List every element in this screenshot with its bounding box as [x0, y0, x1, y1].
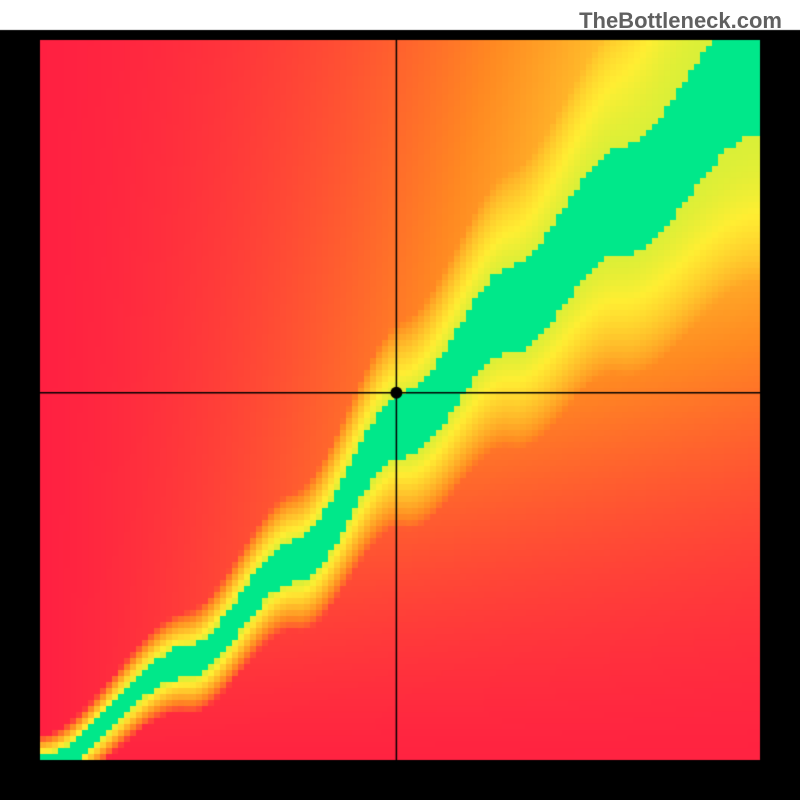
chart-container: TheBottleneck.com — [0, 0, 800, 800]
bottleneck-heatmap-canvas — [0, 0, 800, 800]
watermark-text: TheBottleneck.com — [579, 8, 782, 34]
